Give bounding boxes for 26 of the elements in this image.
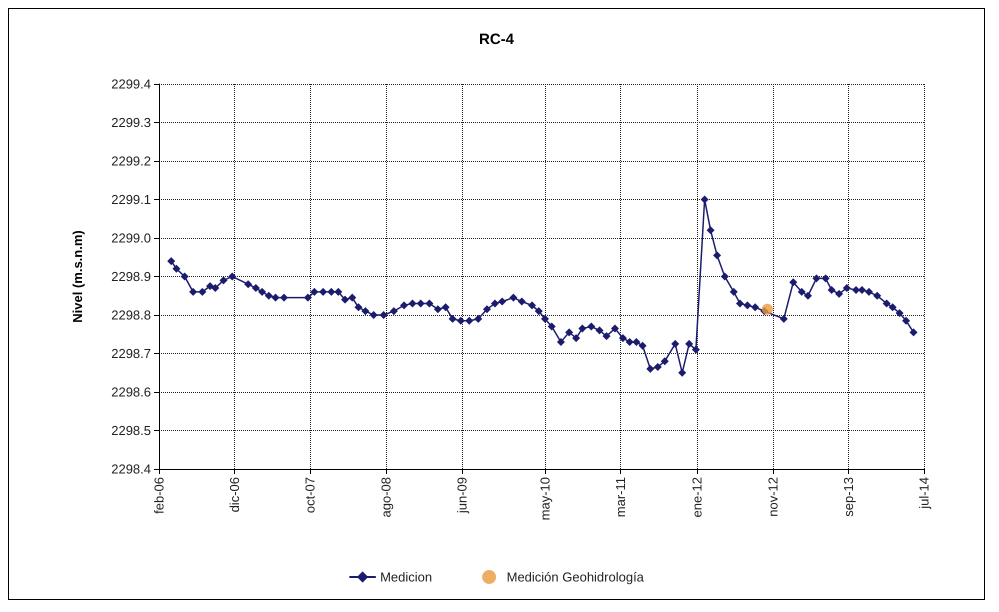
legend-label: Medicion [380, 570, 432, 584]
y-tick-label: 2299.0 [111, 230, 151, 246]
legend-label: Medición Geohidrología [506, 570, 645, 584]
y-tick-label: 2298.8 [111, 308, 151, 322]
x-tick-label: may-10 [537, 477, 552, 520]
y-tick-label: 2298.6 [111, 384, 151, 400]
y-tick-label: 2299.4 [111, 76, 151, 92]
x-tick-label: jun-09 [454, 477, 470, 514]
y-tick-label: 2298.5 [111, 423, 151, 438]
x-tick-label: mar-11 [613, 477, 628, 518]
x-tick-label: jul-14 [916, 477, 932, 510]
y-tick-label: 2298.9 [111, 269, 151, 284]
x-tick-label: oct-07 [302, 477, 318, 514]
y-tick-label: 2298.7 [111, 346, 151, 361]
x-tick-label: ene-12 [689, 477, 704, 518]
y-tick-label: 2299.3 [111, 115, 151, 130]
y-tick-label: 2299.2 [111, 154, 151, 168]
y-tick-label: 2298.4 [111, 462, 151, 476]
x-tick-label: dic-06 [226, 477, 242, 512]
x-tick-label: nov-12 [765, 477, 780, 517]
y-axis-title: Nivel (m.s.n.m) [70, 230, 85, 323]
x-tick-label: ago-08 [378, 477, 394, 518]
x-tick-label: feb-06 [152, 477, 166, 514]
x-tick-label: sep-13 [841, 477, 856, 517]
y-tick-label: 2299.1 [111, 192, 151, 207]
chart-title: RC-4 [478, 31, 515, 48]
